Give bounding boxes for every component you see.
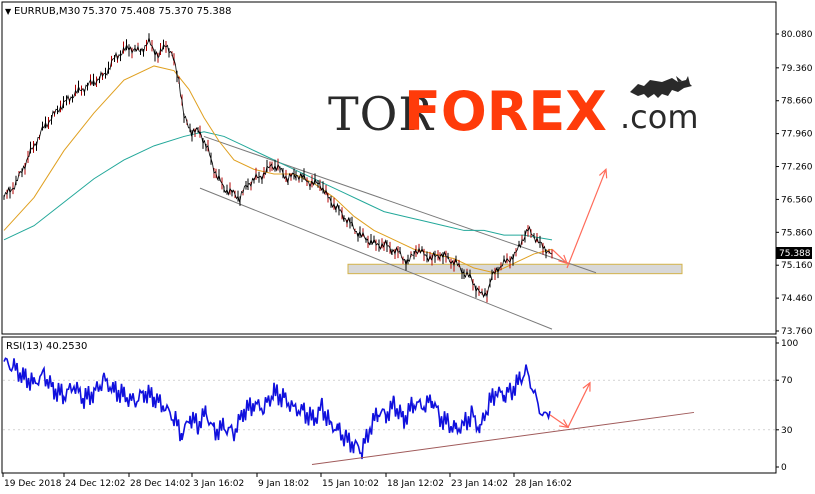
rsi-tick-label: 30: [781, 426, 793, 436]
y-tick-label: 76.560: [781, 195, 813, 205]
y-tick-label: 75.160: [781, 261, 813, 271]
y-tick-label: 79.360: [781, 64, 813, 74]
y-tick-label: 77.960: [781, 130, 813, 140]
x-tick-label: 15 Jan 10:02: [322, 479, 379, 489]
rsi-tick-label: 100: [781, 339, 798, 349]
support-zone: [347, 263, 683, 275]
y-tick-label: 77.260: [781, 163, 813, 173]
support-zone-rect: [347, 263, 683, 275]
logo-com: .com: [620, 98, 699, 136]
torforex-logo: TOR FOREX .com: [328, 76, 699, 143]
rsi-axis-ticks: 100 70 30 0: [776, 339, 798, 473]
price-arrow-up-head: [598, 168, 608, 179]
x-tick-label: 23 Jan 14:02: [451, 479, 508, 489]
logo-forex: FOREX: [404, 80, 607, 143]
price-line: [3, 37, 553, 299]
rsi-pane: [1, 336, 777, 474]
rsi-arrow-down: [549, 414, 569, 428]
rsi-series: [3, 357, 551, 460]
forecast-arrows: [551, 168, 608, 269]
current-price-label: 75.388: [779, 249, 811, 259]
x-tick-label: 19 Dec 2018: [4, 479, 62, 489]
bull-icon: [630, 76, 692, 98]
x-tick-label: 24 Dec 12:02: [65, 479, 126, 489]
rsi-arrow-up-head: [582, 381, 591, 392]
trend-channel: [199, 135, 597, 330]
rsi-line: [3, 357, 551, 460]
x-tick-label: 28 Dec 14:02: [130, 479, 191, 489]
current-price-tag: [776, 247, 812, 259]
y-tick-label: 78.660: [781, 97, 813, 107]
price-arrow-down-head: [558, 254, 569, 265]
rsi-label: RSI(13) 40.2530: [6, 341, 87, 352]
y-tick-label: 75.860: [781, 228, 813, 238]
y-tick-label: 73.760: [781, 327, 813, 337]
rsi-trendline-path: [311, 411, 695, 466]
y-tick-label: 80.080: [781, 30, 813, 40]
x-tick-label: 28 Jan 16:02: [515, 479, 572, 489]
x-axis-ticks: 19 Dec 2018 24 Dec 12:02 28 Dec 14:02 3 Jan…: [2, 473, 572, 489]
ohlc-label: 75.370 75.408 75.370 75.388: [82, 6, 232, 17]
rsi-arrow-up: [567, 382, 591, 428]
logo-tor: TOR: [328, 87, 434, 141]
price-pane: [1, 1, 777, 335]
dropdown-icon[interactable]: ▼: [5, 7, 12, 16]
symbol-label: EURRUB,M30: [14, 6, 80, 17]
price-series: [3, 33, 553, 303]
price-arrow-down: [551, 248, 568, 264]
rsi-trendline: [311, 411, 695, 466]
x-tick-label: 9 Jan 18:02: [258, 479, 309, 489]
rsi-forecast-arrows: [549, 381, 591, 429]
price-arrow-up: [566, 169, 607, 269]
rsi-levels: [3, 379, 775, 431]
y-tick-label: 74.460: [781, 294, 813, 304]
rsi-tick-label: 70: [781, 376, 793, 386]
channel-upper-line: [203, 135, 597, 274]
y-axis-ticks: 80.080 79.360 78.660 77.960 77.260 76.560 75.8…: [776, 30, 813, 337]
rsi-tick-label: 0: [781, 463, 787, 473]
x-tick-label: 3 Jan 16:02: [193, 479, 244, 489]
x-tick-label: 18 Jan 12:02: [387, 479, 444, 489]
channel-lower-line: [199, 187, 553, 330]
